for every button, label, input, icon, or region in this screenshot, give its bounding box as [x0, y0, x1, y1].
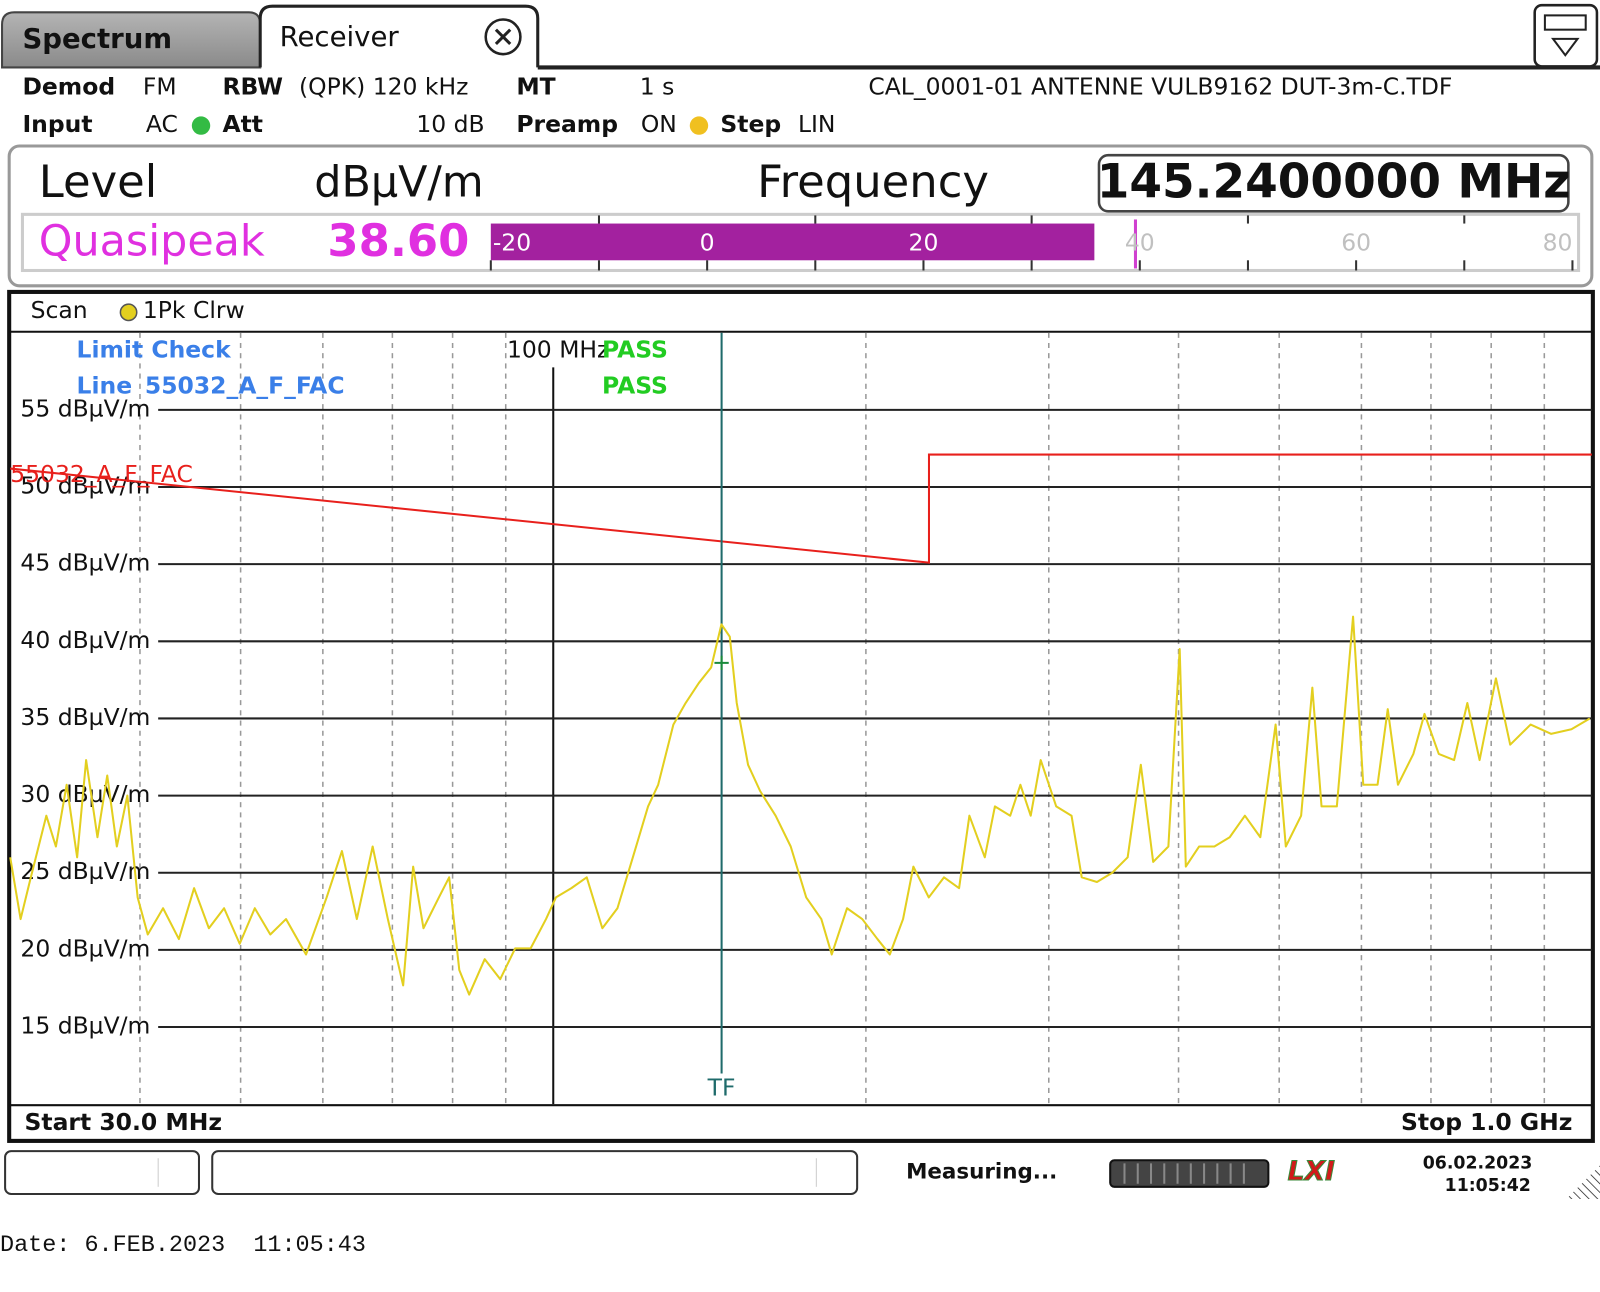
setting-value: AC: [146, 110, 178, 138]
stop-label: Stop 1.0 GHz: [1401, 1108, 1572, 1136]
tab-receiver[interactable]: [258, 4, 540, 68]
footer-date: Date: 6.FEB.2023 11:05:43: [0, 1232, 366, 1259]
y-tick-label: 35 dBµV/m: [20, 703, 150, 731]
scale-label: 80: [1543, 228, 1573, 256]
start-label: Start 30.0 MHz: [24, 1108, 222, 1136]
status-message: Measuring...: [906, 1160, 1057, 1185]
tab-label[interactable]: Receiver: [280, 21, 400, 53]
y-tick-label: 20 dBµV/m: [20, 934, 150, 962]
legend-entry: 1Pk Clrw: [143, 296, 245, 324]
status-led: [191, 116, 211, 135]
marker-symbol: [714, 655, 729, 671]
scale-label: 20: [909, 228, 939, 256]
y-tick-label: 30 dBµV/m: [20, 780, 150, 808]
legend-dot: [119, 303, 138, 322]
y-tick-label: 45 dBµV/m: [20, 549, 150, 577]
toolbar-icon: [1551, 37, 1580, 57]
status-led: [689, 116, 709, 135]
x-tick-label: 100 MHz: [507, 336, 609, 364]
softkey[interactable]: [211, 1150, 859, 1195]
setting-label: Att: [222, 110, 263, 138]
setting-value: LIN: [798, 110, 836, 138]
setting-label: Step: [720, 110, 781, 138]
y-tick-label: 25 dBµV/m: [20, 857, 150, 885]
setting-value: FM: [143, 72, 177, 100]
setting-value: 10 dB: [416, 110, 484, 138]
lxi-logo: LXI: [1288, 1156, 1335, 1187]
setting-label: RBW: [222, 72, 283, 100]
limit-check-result: PASS: [602, 336, 668, 364]
progress-bar: [1109, 1159, 1270, 1188]
limit-line-label: 55032_A_F_FAC: [10, 460, 193, 488]
scan-label: Scan: [31, 296, 88, 324]
frequency-box: [1097, 153, 1570, 213]
level-unit: dBµV/m: [314, 157, 483, 207]
plot-area: 100 MHz 15 dBµV/m 20 dBµV/m 25 dBµV/m 30 dBµ…: [9, 332, 1592, 1105]
limit-line-result: PASS: [602, 371, 668, 399]
resize-grip: [1566, 1165, 1600, 1200]
status-date: 06.02.2023: [1423, 1153, 1533, 1173]
setting-value: ON: [641, 110, 677, 138]
scale-label: 40: [1125, 228, 1155, 256]
tab-label[interactable]: Spectrum: [22, 23, 172, 55]
toolbar-icon: [1543, 14, 1587, 31]
chart-panel: [7, 289, 1595, 1143]
limit-check-title: Limit Check: [77, 336, 233, 364]
level-bar: -20 0 20 40 60 80: [489, 215, 1574, 271]
status-time: 11:05:42: [1445, 1176, 1531, 1196]
scale-label: 60: [1341, 228, 1371, 256]
trace: [9, 615, 1591, 996]
setting-label: Input: [22, 110, 92, 138]
limit-line-name: 55032_A_F_FAC: [145, 371, 345, 399]
limit-line: [10, 453, 1592, 564]
scale-label: 0: [700, 228, 715, 256]
marker-label: TF: [707, 1073, 736, 1101]
level-label: Level: [39, 155, 157, 208]
setting-value: (QPK) 120 kHz: [299, 72, 469, 100]
setting-label: MT: [516, 72, 555, 100]
level-value: 38.60: [327, 214, 469, 267]
setting-value: 1 s: [640, 72, 675, 100]
y-tick-label: 55 dBµV/m: [20, 394, 150, 422]
close-icon: [494, 28, 512, 46]
softkey[interactable]: [4, 1150, 200, 1195]
y-tick-label: 15 dBµV/m: [20, 1012, 150, 1040]
scale-label: -20: [493, 228, 531, 256]
progress-segments: [1123, 1163, 1245, 1184]
level-bar-fill: [490, 223, 1095, 261]
setting-label: Preamp: [516, 110, 618, 138]
frequency-value: 145.2400000 MHz: [1097, 154, 1571, 209]
limit-line-label: Line: [77, 371, 133, 399]
setting-label: Demod: [22, 72, 115, 100]
frequency-label: Frequency: [757, 155, 989, 208]
detector: Quasipeak: [39, 216, 265, 266]
y-tick-label: 40 dBµV/m: [20, 626, 150, 654]
transducer: CAL_0001-01 ANTENNE VULB9162 DUT-3m-C.TD…: [868, 72, 1452, 100]
